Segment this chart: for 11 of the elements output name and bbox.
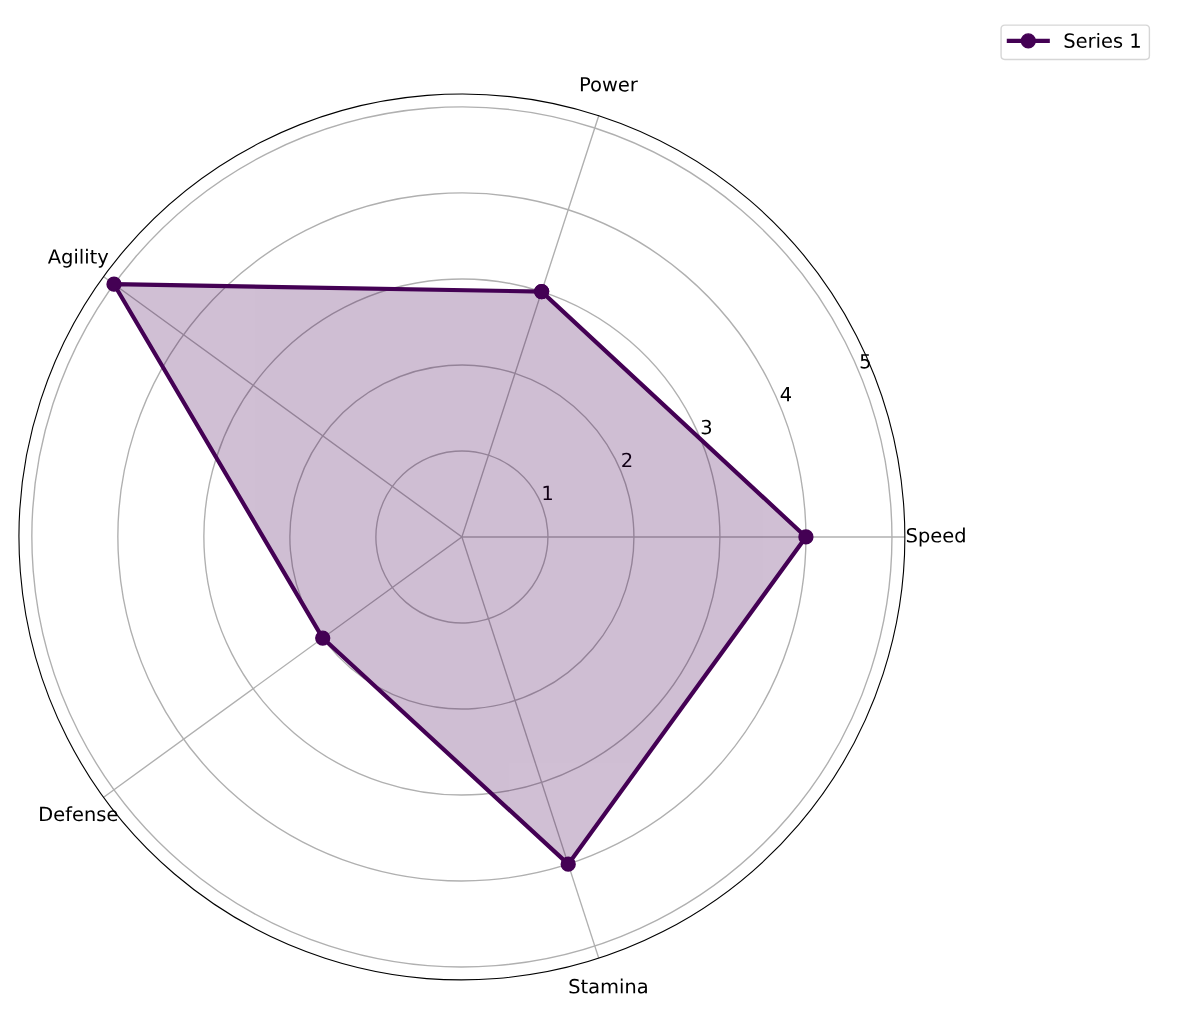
spoke-label: Power: [580, 77, 638, 92]
legend-label: Series 1: [1064, 32, 1140, 48]
y-tick-label: 1: [543, 485, 552, 501]
y-tick-label: 3: [701, 419, 712, 435]
spoke-label: Agility: [47, 248, 109, 268]
y-tick-label: 4: [780, 387, 792, 402]
y-tick-label: 5: [860, 354, 870, 369]
spoke-label: Speed: [906, 527, 965, 547]
spoke-label: Defense: [40, 806, 118, 822]
spoke-label: Stamina: [569, 978, 647, 994]
y-tick-label: 2: [622, 452, 632, 468]
